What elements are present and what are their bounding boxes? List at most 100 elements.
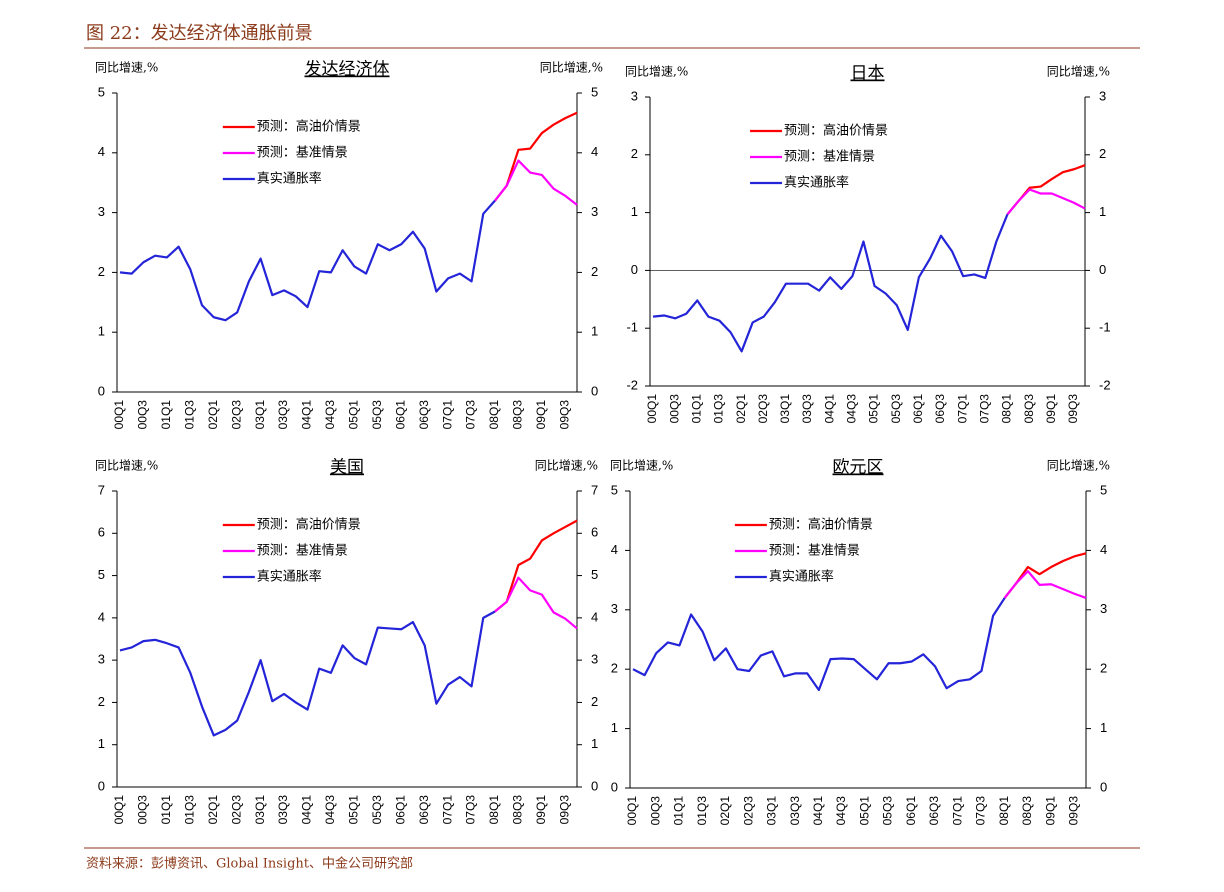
- y2-tick-label: -2: [1099, 377, 1111, 392]
- x-tick-label: 00Q1: [625, 796, 639, 826]
- y-tick-label: 2: [631, 146, 638, 161]
- y-tick-label: 2: [98, 694, 105, 709]
- x-tick-label: 06Q1: [393, 795, 407, 825]
- x-tick-label: 07Q1: [955, 394, 969, 424]
- x-tick-label: 05Q3: [370, 795, 384, 825]
- x-tick-label: 01Q3: [182, 795, 196, 825]
- x-tick-label: 05Q1: [347, 795, 361, 825]
- y-tick-label: 5: [98, 84, 105, 99]
- y2-tick-label: 4: [1100, 542, 1107, 557]
- chart-title: 欧元区: [833, 458, 884, 478]
- x-tick-label: 04Q1: [300, 795, 314, 825]
- x-tick-label: 09Q1: [1044, 394, 1058, 424]
- series-line: [1003, 552, 1087, 599]
- x-tick-label: 05Q3: [370, 400, 384, 430]
- legend-label: 真实通胀率: [769, 569, 834, 585]
- x-tick-label: 05Q1: [867, 394, 881, 424]
- y-axis-label: 同比增速,%: [95, 61, 158, 75]
- x-tick-label: 09Q3: [1066, 394, 1080, 424]
- y2-tick-label: 3: [591, 652, 598, 667]
- x-tick-label: 03Q1: [253, 400, 267, 430]
- y2-tick-label: 3: [1100, 601, 1107, 616]
- x-tick-label: 04Q1: [822, 394, 836, 424]
- y-tick-label: 3: [631, 88, 638, 103]
- y-tick-label: 1: [611, 720, 618, 735]
- y2-tick-label: 2: [591, 264, 598, 279]
- x-tick-label: 03Q1: [253, 795, 267, 825]
- chart-title: 美国: [330, 458, 364, 478]
- y2-tick-label: 0: [591, 383, 598, 398]
- x-tick-label: 06Q3: [417, 795, 431, 825]
- y2-tick-label: 0: [1100, 779, 1107, 794]
- y-tick-label: 5: [611, 482, 618, 497]
- y-tick-label: 0: [631, 262, 638, 277]
- y-tick-label: 3: [611, 601, 618, 616]
- x-tick-label: 09Q1: [1043, 796, 1057, 826]
- legend-label: 预测：基准情景: [257, 544, 348, 559]
- series-line: [1006, 164, 1086, 216]
- x-tick-label: 09Q3: [557, 400, 571, 430]
- y2-tick-label: 5: [591, 567, 598, 582]
- y2-tick-label: 5: [1100, 482, 1107, 497]
- y-tick-label: 4: [98, 609, 105, 624]
- y-tick-label: 1: [98, 324, 105, 339]
- y2-tick-label: 1: [591, 324, 598, 339]
- x-tick-label: 09Q3: [557, 795, 571, 825]
- legend-label: 预测：高油价情景: [257, 119, 361, 135]
- legend-label: 预测：基准情景: [257, 146, 348, 161]
- series-line: [1006, 188, 1086, 216]
- y-tick-label: 4: [611, 542, 618, 557]
- x-tick-label: 06Q1: [904, 796, 918, 826]
- x-tick-label: 05Q1: [857, 796, 871, 826]
- y2-axis-label: 同比增速,%: [540, 61, 603, 75]
- y-tick-label: 1: [98, 736, 105, 751]
- x-tick-label: 07Q3: [977, 394, 991, 424]
- x-tick-label: 03Q3: [788, 796, 802, 826]
- x-tick-label: 09Q1: [534, 795, 548, 825]
- source-note: 资料来源：彭博资讯、Global Insight、中金公司研究部: [86, 856, 413, 872]
- y-tick-label: -2: [626, 377, 638, 392]
- legend-label: 预测：高油价情景: [784, 123, 888, 139]
- legend-label: 真实通胀率: [257, 171, 322, 187]
- y2-tick-label: 5: [591, 84, 598, 99]
- x-tick-label: 07Q1: [440, 795, 454, 825]
- x-tick-label: 05Q1: [347, 400, 361, 430]
- x-tick-label: 01Q3: [695, 796, 709, 826]
- x-tick-label: 06Q3: [927, 796, 941, 826]
- x-tick-label: 04Q1: [300, 400, 314, 430]
- y2-tick-label: 4: [591, 609, 598, 624]
- x-tick-label: 04Q1: [811, 796, 825, 826]
- y2-tick-label: 0: [591, 778, 598, 793]
- x-tick-label: 02Q1: [734, 394, 748, 424]
- x-tick-label: 07Q1: [440, 400, 454, 430]
- series-line: [119, 199, 496, 322]
- x-tick-label: 00Q3: [136, 400, 150, 430]
- y-tick-label: 2: [98, 264, 105, 279]
- y-tick-label: 0: [611, 779, 618, 794]
- y2-tick-label: 0: [1099, 262, 1106, 277]
- x-tick-label: 08Q3: [1020, 796, 1034, 826]
- x-tick-label: 08Q1: [487, 400, 501, 430]
- y-axis-label: 同比增速,%: [95, 459, 158, 473]
- y-tick-label: 6: [98, 525, 105, 540]
- x-tick-label: 02Q1: [206, 400, 220, 430]
- y2-tick-label: 3: [1099, 88, 1106, 103]
- x-tick-label: 04Q3: [845, 394, 859, 424]
- x-tick-label: 03Q1: [765, 796, 779, 826]
- y-tick-label: 4: [98, 144, 105, 159]
- x-tick-label: 04Q3: [323, 400, 337, 430]
- x-tick-label: 04Q3: [834, 796, 848, 826]
- series-line: [632, 597, 1006, 692]
- x-tick-label: 03Q3: [276, 795, 290, 825]
- chart-title: 发达经济体: [305, 60, 390, 80]
- x-tick-label: 01Q1: [672, 796, 686, 826]
- y2-tick-label: 2: [1099, 146, 1106, 161]
- x-tick-label: 09Q3: [1067, 796, 1081, 826]
- y2-tick-label: 1: [591, 736, 598, 751]
- y2-tick-label: 3: [591, 204, 598, 219]
- series-line: [494, 159, 578, 206]
- legend-label: 预测：基准情景: [784, 150, 875, 165]
- x-tick-label: 01Q3: [712, 394, 726, 424]
- y-tick-label: 5: [98, 567, 105, 582]
- figure-title: 图 22：发达经济体通胀前景: [86, 23, 313, 44]
